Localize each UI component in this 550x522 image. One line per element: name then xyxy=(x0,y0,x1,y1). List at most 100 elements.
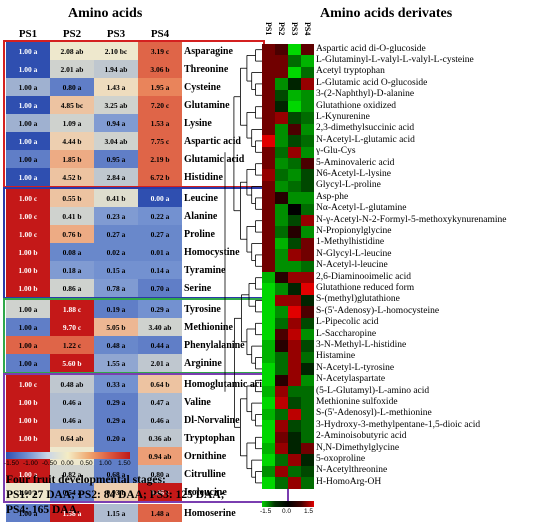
derivative-label: N-Acetylaspartate xyxy=(316,374,386,385)
heatmap-cell: 0.64 b xyxy=(138,375,182,393)
heatmap-cell xyxy=(288,112,301,125)
heatmap-cell xyxy=(275,249,288,262)
row-label: Glutamine xyxy=(184,99,230,111)
row-label: Alanine xyxy=(184,210,218,222)
heatmap-cell: 0.70 a xyxy=(138,279,182,297)
heatmap-cell: 0.86 a xyxy=(50,279,94,297)
heatmap-cell: 0.93 b xyxy=(94,483,138,501)
heatmap-cell xyxy=(288,465,301,478)
heatmap-cell: 1.00 b xyxy=(6,243,50,261)
heatmap-cell xyxy=(262,237,275,250)
heatmap-cell: 0.68 a xyxy=(94,465,138,483)
heatmap-cell xyxy=(262,351,275,364)
heatmap-cell: 1.46 c xyxy=(138,483,182,501)
heatmap-cell xyxy=(301,123,314,136)
heatmap-cell xyxy=(288,272,301,284)
heatmap-cell xyxy=(301,283,314,296)
heatmap-cell xyxy=(262,44,275,56)
heatmap-cell xyxy=(301,158,314,170)
heatmap-cell: 0.44 a xyxy=(138,336,182,354)
heatmap-cell xyxy=(301,329,314,341)
heatmap-cell xyxy=(301,454,314,467)
heatmap-cell xyxy=(275,351,288,364)
row-label: Proline xyxy=(184,228,215,240)
heatmap-cell: 1.00 c xyxy=(6,225,50,243)
heatmap-cell xyxy=(301,192,314,205)
row-label: Serine xyxy=(184,282,212,294)
heatmap-cell: 1.94 ab xyxy=(94,60,138,78)
heatmap-cell: 0.29 a xyxy=(94,393,138,411)
right-panel-title: Amino acids derivates xyxy=(320,6,453,21)
derivative-label: 3-(2-Naphthyl)-D-alanine xyxy=(316,89,415,100)
heatmap-cell xyxy=(288,203,301,216)
heatmap-cell xyxy=(262,55,275,68)
heatmap-cell xyxy=(262,146,275,159)
row-label: Tyrosine xyxy=(184,303,221,315)
row-label: Homoserine xyxy=(184,507,236,519)
heatmap-cell xyxy=(288,283,301,296)
derivative-label: Asp-phe xyxy=(316,191,349,202)
heatmap-cell xyxy=(301,397,314,410)
heatmap-cell: 0.00 a xyxy=(138,189,182,207)
heatmap-cell: 7.75 c xyxy=(138,132,182,150)
heatmap-cell xyxy=(275,443,288,455)
heatmap-cell xyxy=(275,180,288,193)
derivative-label: Methionine sulfoxide xyxy=(316,396,398,407)
legend-tick: 1.00 xyxy=(99,460,112,467)
heatmap-cell: 0.41 b xyxy=(94,189,138,207)
derivative-label: γ-Glu-Cys xyxy=(316,146,356,157)
heatmap-cell xyxy=(288,169,301,182)
heatmap-cell: 0.95 a xyxy=(94,150,138,168)
heatmap-cell xyxy=(275,55,288,68)
heatmap-cell xyxy=(288,215,301,227)
heatmap-cell xyxy=(301,431,314,444)
derivative-label: Glycyl-L-proline xyxy=(316,180,381,191)
heatmap-cell xyxy=(301,78,314,91)
column-header-ps3: PS3 xyxy=(106,28,126,40)
heatmap-cell xyxy=(301,260,314,273)
column-label-ps4: PS4 xyxy=(303,22,312,36)
heatmap-cell: 1.00 a xyxy=(6,132,50,150)
heatmap-cell: 0.27 a xyxy=(94,225,138,243)
heatmap-cell xyxy=(301,272,314,284)
heatmap-cell: 1.43 a xyxy=(94,78,138,96)
heatmap-cell: 1.00 a xyxy=(6,60,50,78)
heatmap-cell xyxy=(288,340,301,353)
heatmap-cell xyxy=(288,374,301,387)
heatmap-cell xyxy=(301,112,314,125)
heatmap-cell xyxy=(262,123,275,136)
caption-line: PS1: 27 DAA; PS2: 84 DAA; PS3: 125 DAA; xyxy=(6,489,225,501)
heatmap-cell xyxy=(301,374,314,387)
heatmap-cell xyxy=(262,158,275,170)
heatmap-cell: 1.00 a xyxy=(6,96,50,114)
heatmap-cell: 1.00 a xyxy=(6,318,50,336)
heatmap-cell: 3.40 ab xyxy=(138,318,182,336)
heatmap-cell xyxy=(288,101,301,113)
heatmap-cell xyxy=(262,112,275,125)
heatmap-cell: 1.00 b xyxy=(6,411,50,429)
derivative-label: Acetyl tryptophan xyxy=(316,66,385,77)
heatmap-cell xyxy=(288,443,301,455)
heatmap-cell xyxy=(301,363,314,376)
heatmap-cell: 6.72 b xyxy=(138,168,182,186)
heatmap-cell xyxy=(275,454,288,467)
heatmap-cell: 2.01 ab xyxy=(50,60,94,78)
heatmap-cell: 0.94 a xyxy=(94,114,138,132)
heatmap-cell xyxy=(301,408,314,421)
heatmap-cell: 1.00 b xyxy=(6,279,50,297)
heatmap-cell: 0.18 a xyxy=(50,261,94,279)
heatmap-cell: 1.00 a xyxy=(6,336,50,354)
heatmap-cell xyxy=(275,78,288,91)
heatmap-cell: 0.02 a xyxy=(94,243,138,261)
heatmap-cell: 1.00 c xyxy=(6,207,50,225)
heatmap-cell xyxy=(275,101,288,113)
heatmap-cell xyxy=(262,374,275,387)
legend-tick: -1.5 xyxy=(260,508,272,515)
heatmap-cell xyxy=(288,123,301,136)
column-label-ps2: PS2 xyxy=(277,22,286,36)
heatmap-cell: 0.80 a xyxy=(138,465,182,483)
heatmap-cell xyxy=(301,306,314,319)
heatmap-cell xyxy=(288,44,301,56)
row-label: Ornithine xyxy=(184,450,227,462)
derivative-label: Aspartic acid di-O-glucoside xyxy=(316,43,426,54)
